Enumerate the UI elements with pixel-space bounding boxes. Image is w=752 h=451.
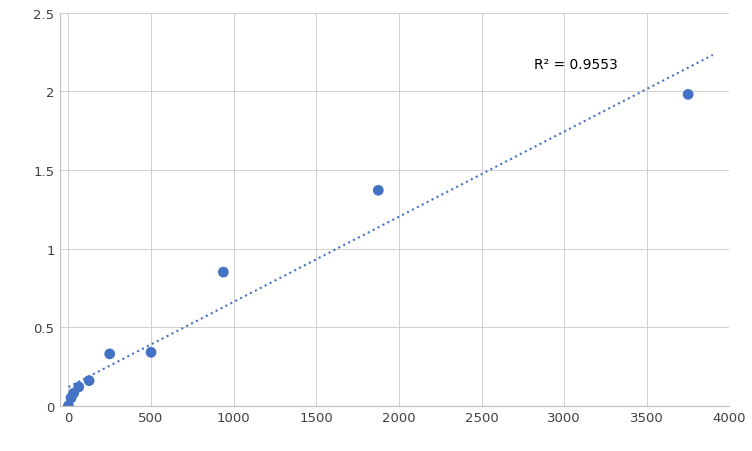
Point [65,395,77,402]
Point [68,390,80,397]
Point [83,377,95,384]
Point [104,350,116,358]
Point [73,383,85,391]
Point [682,92,694,99]
Point [217,269,229,276]
Point [62,402,74,410]
Text: R² = 0.9553: R² = 0.9553 [535,58,618,72]
Point [145,349,157,356]
Point [372,187,384,194]
